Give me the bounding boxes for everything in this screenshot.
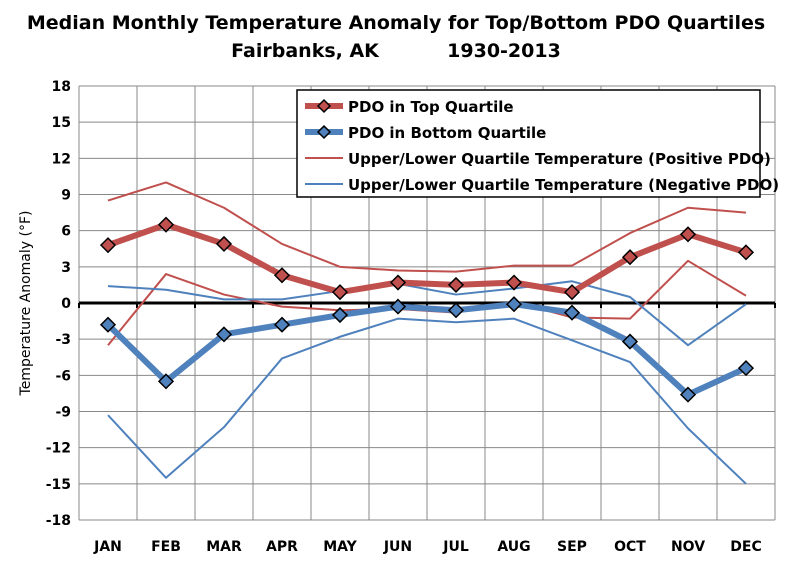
y-tick-label: -9 (55, 405, 71, 421)
x-tick-label: MAY (323, 539, 357, 555)
data-point-marker (679, 226, 697, 243)
legend-label: PDO in Bottom Quartile (348, 124, 546, 142)
series-line (107, 280, 747, 347)
series-line (107, 317, 747, 485)
x-tick-label: JAN (93, 539, 122, 555)
series-line (105, 301, 748, 398)
data-point-marker (621, 249, 639, 266)
subtitle-years: 1930-2013 (447, 40, 561, 62)
data-point-marker (389, 274, 407, 291)
data-point-marker (505, 296, 523, 313)
data-point-marker (621, 333, 639, 350)
x-tick-label: MAR (206, 539, 242, 555)
chart-subtitle: Fairbanks, AK 1930-2013 (0, 40, 792, 62)
x-tick-label: FEB (151, 539, 181, 555)
legend-item: PDO in Bottom Quartile (305, 124, 546, 142)
y-tick-label: -15 (46, 477, 71, 493)
data-point-marker (331, 306, 349, 324)
x-tick-label: JUN (383, 539, 412, 555)
y-tick-label: -12 (46, 441, 71, 457)
series-line (107, 221, 747, 296)
chart-title: Median Monthly Temperature Anomaly for T… (26, 12, 766, 34)
y-tick-label: 0 (61, 296, 71, 312)
x-tick-label: APR (266, 539, 298, 555)
y-axis-label: Temperature Anomaly (°F) (18, 211, 34, 397)
y-tick-label: -18 (46, 513, 71, 529)
legend-item: Upper/Lower Quartile Temperature (Positi… (305, 150, 771, 168)
data-point-marker (215, 235, 233, 252)
legend: PDO in Top Quartile PDO in Bottom Quartil… (296, 89, 779, 198)
data-point-marker (99, 237, 117, 254)
y-tick-label: 12 (52, 151, 71, 167)
x-tick-label: NOV (671, 539, 705, 555)
x-tick-label: SEP (557, 539, 587, 555)
x-tick-label: AUG (497, 539, 530, 555)
data-point-marker (737, 360, 755, 377)
data-point-marker (273, 267, 291, 284)
legend-marker (316, 124, 332, 140)
data-point-marker (447, 276, 465, 293)
series-line (107, 181, 747, 273)
y-tick-label: 9 (61, 188, 71, 204)
data-point-marker (447, 302, 465, 319)
legend-marker (316, 98, 332, 114)
series-5 (107, 317, 747, 485)
series-1 (99, 296, 755, 403)
series-4 (107, 280, 747, 347)
data-point-marker (389, 298, 407, 315)
data-point-marker (215, 326, 233, 343)
y-tick-label: -3 (55, 332, 71, 348)
data-point-marker (157, 373, 175, 390)
y-tick-label: -6 (55, 368, 71, 384)
legend-item: PDO in Top Quartile (305, 98, 514, 116)
data-point-marker (99, 316, 117, 333)
y-tick-label: 6 (61, 224, 71, 240)
y-tick-label: 18 (52, 79, 71, 95)
data-point-marker (737, 244, 755, 261)
x-tick-label: OCT (614, 539, 646, 555)
x-tick-label: JUL (442, 539, 469, 555)
data-point-marker (563, 304, 581, 321)
y-tick-label: 3 (61, 260, 71, 276)
legend-label: PDO in Top Quartile (348, 98, 514, 116)
legend-label: Upper/Lower Quartile Temperature (Positi… (348, 150, 771, 168)
data-point-marker (273, 316, 291, 333)
legend-label: Upper/Lower Quartile Temperature (Negati… (348, 176, 779, 194)
legend-box (296, 89, 761, 198)
y-tick-label: 15 (52, 115, 71, 131)
data-point-marker (679, 386, 697, 403)
legend-item: Upper/Lower Quartile Temperature (Negati… (305, 176, 779, 194)
data-point-marker (331, 284, 349, 301)
data-point-marker (563, 284, 581, 301)
data-point-marker (505, 274, 523, 291)
x-tick-label: DEC (730, 539, 761, 555)
data-point-marker (157, 216, 175, 233)
series-2 (107, 181, 747, 273)
series-0 (99, 216, 755, 301)
subtitle-location: Fairbanks, AK (231, 40, 379, 62)
